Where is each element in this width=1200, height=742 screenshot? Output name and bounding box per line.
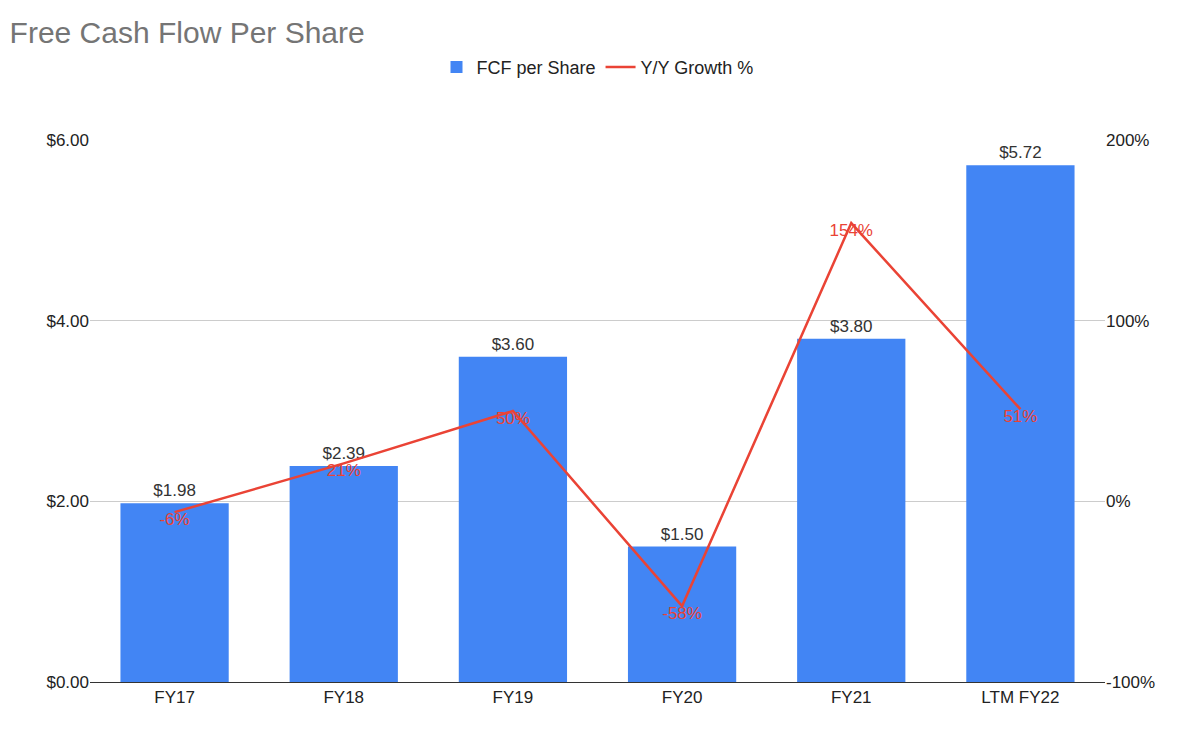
svg-text:154%: 154% xyxy=(830,221,873,240)
svg-text:-6%: -6% xyxy=(159,510,189,529)
svg-text:FY20: FY20 xyxy=(662,688,703,707)
svg-text:Free Cash Flow Per Share: Free Cash Flow Per Share xyxy=(10,16,365,49)
svg-text:51%: 51% xyxy=(1003,407,1037,426)
svg-text:$6.00: $6.00 xyxy=(46,131,89,150)
svg-text:$3.60: $3.60 xyxy=(492,335,535,354)
svg-text:200%: 200% xyxy=(1106,131,1149,150)
svg-text:FCF per Share: FCF per Share xyxy=(477,58,596,78)
svg-text:$3.80: $3.80 xyxy=(830,317,873,336)
svg-text:$5.72: $5.72 xyxy=(999,143,1042,162)
svg-text:-100%: -100% xyxy=(1106,673,1155,692)
svg-text:0%: 0% xyxy=(1106,492,1131,511)
svg-text:LTM FY22: LTM FY22 xyxy=(981,688,1059,707)
svg-text:FY17: FY17 xyxy=(154,688,195,707)
svg-text:$4.00: $4.00 xyxy=(46,312,89,331)
svg-text:$0.00: $0.00 xyxy=(46,673,89,692)
svg-text:FY18: FY18 xyxy=(323,688,364,707)
svg-text:$2.39: $2.39 xyxy=(322,444,365,463)
svg-text:50%: 50% xyxy=(496,409,530,428)
svg-text:21%: 21% xyxy=(327,461,361,480)
svg-text:FY21: FY21 xyxy=(831,688,872,707)
svg-text:FY19: FY19 xyxy=(493,688,534,707)
svg-text:$2.00: $2.00 xyxy=(46,492,89,511)
svg-text:$1.50: $1.50 xyxy=(661,525,704,544)
svg-text:100%: 100% xyxy=(1106,312,1149,331)
svg-text:Y/Y Growth %: Y/Y Growth % xyxy=(641,58,754,78)
svg-text:$1.98: $1.98 xyxy=(153,481,196,500)
svg-text:-58%: -58% xyxy=(662,604,702,623)
